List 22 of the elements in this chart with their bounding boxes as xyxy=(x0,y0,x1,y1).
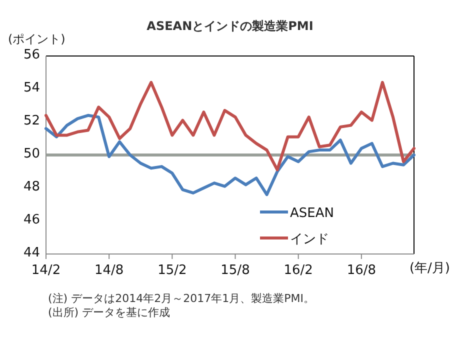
text: (出所) データを基に作成 xyxy=(48,306,170,319)
y-tick-label: 56 xyxy=(23,48,40,62)
y-tick-label: 52 xyxy=(23,114,40,128)
y-tick-label: 44 xyxy=(23,246,40,260)
x-tick-label: 15/2 xyxy=(158,263,187,278)
text: (注) データは2014年2月～2017年1月、製造業PMI。 xyxy=(48,292,314,305)
x-tick-label: 15/8 xyxy=(220,263,250,278)
x-tick-label: 16/2 xyxy=(284,263,313,278)
y-tick-label: 54 xyxy=(23,80,40,96)
x-tick-label: 16/8 xyxy=(346,263,376,278)
y-tick-label: 48 xyxy=(23,180,40,194)
x-axis-title: (年/月) xyxy=(409,261,450,276)
chart-title: ASEANとインドの製造業PMI xyxy=(146,19,314,33)
y-tick-label: 50 xyxy=(23,146,40,162)
legend-label: インド xyxy=(290,232,329,247)
x-tick-label: 14/2 xyxy=(31,263,61,278)
y-tick-label: 46 xyxy=(23,212,40,228)
x-tick-label: 14/8 xyxy=(94,263,124,278)
line-series xyxy=(44,114,416,196)
y-axis-title: (ポイント) xyxy=(8,32,66,46)
legend-label: ASEAN xyxy=(290,206,334,221)
line-series xyxy=(44,80,416,172)
